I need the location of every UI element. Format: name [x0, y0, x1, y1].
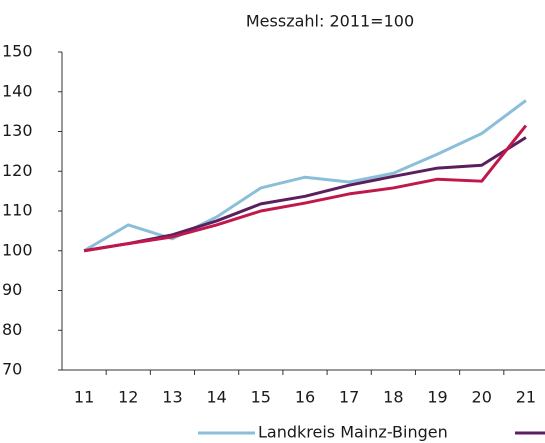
x-tick-label: 19 [427, 388, 447, 407]
x-tick-label: 11 [74, 388, 94, 407]
y-tick-label: 90 [2, 280, 22, 299]
y-tick-label: 80 [2, 320, 22, 339]
x-tick-label: 21 [516, 388, 536, 407]
y-tick-label: 140 [2, 81, 33, 100]
x-tick-label: 15 [251, 388, 271, 407]
chart-title: Messzahl: 2011=100 [246, 12, 414, 31]
series-line [83, 136, 527, 253]
x-tick-label: 14 [206, 388, 226, 407]
x-tick-label: 20 [472, 388, 492, 407]
x-tick-label: 16 [295, 388, 315, 407]
x-tick-label: 13 [162, 388, 182, 407]
legend-label: Landkreis Mainz-Bingen [258, 423, 448, 442]
y-tick-label: 100 [2, 240, 33, 259]
y-tick-label: 70 [2, 360, 22, 379]
x-tick-label: 18 [383, 388, 403, 407]
x-tick-label: 12 [118, 388, 138, 407]
x-tick-label: 17 [339, 388, 359, 407]
y-tick-label: 130 [2, 121, 33, 140]
y-tick-label: 120 [2, 161, 33, 180]
series-line [83, 124, 528, 253]
y-tick-label: 150 [2, 42, 33, 61]
y-tick-label: 110 [2, 201, 33, 220]
series-line [83, 99, 527, 253]
